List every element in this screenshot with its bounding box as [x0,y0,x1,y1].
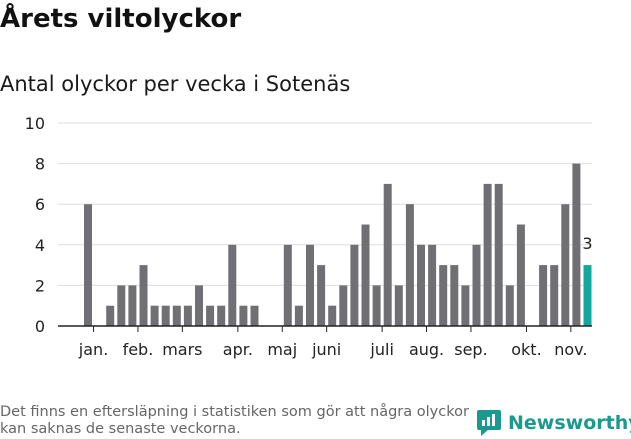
x-tick-label-8: sep. [454,340,487,359]
bar-week-36 [472,244,481,326]
x-tick-label-0: jan. [78,340,108,359]
bar-week-32 [428,244,437,326]
bar-week-24 [339,285,348,326]
x-tick-label-2: mars [162,340,202,359]
grid-layer [58,122,592,286]
bar-week-27 [372,285,381,326]
axis-layer: 0 2 4 6 8 10 3 jan. feb. mars apr. maj juni juli aug. s… [25,114,593,359]
y-tick-label-4: 4 [35,236,45,255]
x-tick-label-10: nov. [554,340,587,359]
bar-week-25 [350,244,359,326]
bar-week-12 [206,305,215,326]
bar-week-1 [84,204,92,326]
newsworthy-brand[interactable]: Newsworthy [476,407,631,439]
chart-title: Årets viltolyckor [0,4,242,34]
bar-week-40 [516,224,525,326]
x-tick-label-4: maj [267,340,297,359]
x-tick-label-5: juni [311,340,341,359]
bar-week-10 [183,305,192,326]
bar-week-23 [328,305,337,326]
bar-week-4 [117,285,126,326]
y-tick-label-0: 0 [35,317,45,336]
x-tick-label-6: juli [369,340,393,359]
bar-week-43 [550,265,559,326]
bar-week-33 [439,265,448,326]
bar-week-19 [283,244,292,326]
bars-layer [84,163,592,326]
bar-week-3 [106,305,115,326]
bar-week-44 [561,204,570,326]
bar-week-29 [394,285,403,326]
bar-week-46 [583,265,592,326]
bar-week-20 [294,305,303,326]
footnote: Det finns en eftersläpning i statistiken… [0,404,469,437]
bar-week-37 [483,183,492,326]
bar-week-9 [172,305,181,326]
bar-week-34 [450,265,459,326]
bar-week-11 [195,285,203,326]
bar-week-35 [461,285,470,326]
bar-week-7 [150,305,159,326]
chart-subtitle: Antal olyckor per vecka i Sotenäs [0,72,351,96]
bar-week-26 [361,224,370,326]
x-tick-label-9: okt. [511,340,541,359]
highlight-value-label: 3 [582,234,592,253]
bar-week-45 [572,163,581,326]
bar-week-8 [161,305,170,326]
bar-week-30 [405,204,414,326]
brand-name: Newsworthy [508,412,631,434]
bar-week-38 [494,183,503,326]
bar-week-6 [139,265,148,326]
bar-week-15 [239,305,248,326]
y-tick-label-10: 10 [25,114,45,133]
x-tick-label-1: feb. [123,340,154,359]
x-tick-label-3: apr. [223,340,253,359]
newsworthy-logo-icon [477,410,501,436]
bar-week-16 [250,305,259,326]
bar-week-39 [505,285,514,326]
bar-week-42 [539,265,548,326]
bar-week-22 [317,265,326,326]
x-tick-label-7: aug. [409,340,444,359]
y-tick-label-6: 6 [35,195,45,214]
y-tick-label-8: 8 [35,155,45,174]
bar-week-31 [417,244,425,326]
bar-week-14 [228,244,237,326]
weekly-accidents-bar-chart: 0 2 4 6 8 10 3 jan. feb. mars apr. maj juni juli aug. s… [25,114,593,359]
y-tick-label-2: 2 [35,276,45,295]
bar-week-21 [306,244,314,326]
bar-week-13 [217,305,226,326]
bar-week-28 [383,183,392,326]
bar-week-5 [128,285,137,326]
